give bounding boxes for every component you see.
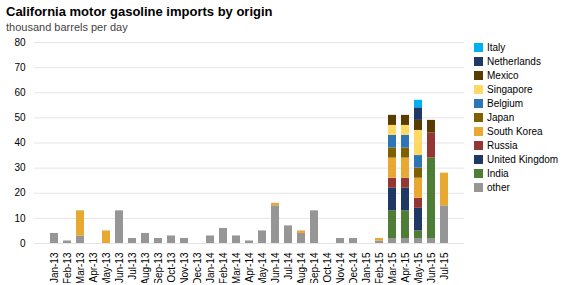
html-text:India: India	[487, 167, 509, 179]
svg-text:60: 60	[14, 87, 26, 98]
svg-text:Dec-13: Dec-13	[192, 252, 203, 283]
svg-text:Feb-14: Feb-14	[218, 252, 229, 283]
svg-text:Sep-13: Sep-13	[153, 252, 164, 283]
html-text:Russia: Russia	[487, 139, 518, 151]
svg-text:Jul-14: Jul-14	[283, 252, 294, 280]
svg-text:Apr-14: Apr-14	[244, 252, 255, 282]
svg-text:80: 80	[14, 37, 26, 48]
svg-text:Jun-15: Jun-15	[426, 252, 437, 283]
svg-text:Jan-14: Jan-14	[205, 252, 216, 283]
html-text:other: other	[487, 181, 510, 193]
html-text:Netherlands: Netherlands	[487, 55, 541, 67]
svg-text:Jun-13: Jun-13	[114, 252, 125, 283]
svg-text:50: 50	[14, 112, 26, 123]
html-text:Belgium: Belgium	[487, 97, 524, 109]
svg-text:10: 10	[14, 213, 26, 224]
svg-text:40: 40	[14, 137, 26, 148]
svg-text:Sep-14: Sep-14	[309, 252, 320, 283]
svg-text:Aug-13: Aug-13	[140, 252, 151, 283]
svg-text:May-13: May-13	[101, 252, 112, 283]
svg-text:Dec-14: Dec-14	[348, 252, 359, 283]
svg-text:May-15: May-15	[413, 252, 424, 283]
svg-text:Apr-15: Apr-15	[400, 252, 411, 282]
svg-text:0: 0	[20, 238, 26, 249]
svg-text:Jan-13: Jan-13	[49, 252, 60, 283]
svg-text:Nov-14: Nov-14	[335, 252, 346, 283]
svg-text:Oct-13: Oct-13	[166, 252, 177, 282]
svg-text:70: 70	[14, 62, 26, 73]
svg-text:Mar-13: Mar-13	[75, 252, 86, 283]
svg-text:Jul-13: Jul-13	[127, 252, 138, 280]
svg-text:Mar-14: Mar-14	[231, 252, 242, 283]
html-text:California motor gasoline impo: California motor gasoline imports by ori…	[6, 4, 273, 19]
svg-text:Feb-15: Feb-15	[374, 252, 385, 283]
svg-text:Nov-13: Nov-13	[179, 252, 190, 283]
html-text:Mexico: Mexico	[487, 69, 519, 81]
svg-text:Jan-15: Jan-15	[361, 252, 372, 283]
svg-text:Apr-13: Apr-13	[88, 252, 99, 282]
svg-text:Oct-14: Oct-14	[322, 252, 333, 282]
svg-text:Aug-14: Aug-14	[296, 252, 307, 283]
svg-text:Feb-13: Feb-13	[62, 252, 73, 283]
html-text:South Korea: South Korea	[487, 125, 543, 137]
html-text:Italy: Italy	[487, 41, 506, 53]
svg-text:Jul-15: Jul-15	[439, 252, 450, 280]
html-text:thousand barrels per day: thousand barrels per day	[6, 21, 128, 33]
html-text:United Kingdom: United Kingdom	[487, 153, 559, 165]
svg-text:May-14: May-14	[257, 252, 268, 283]
svg-text:30: 30	[14, 162, 26, 173]
svg-text:Mar-15: Mar-15	[387, 252, 398, 283]
svg-text:Jun-14: Jun-14	[270, 252, 281, 283]
svg-text:20: 20	[14, 187, 26, 198]
html-text:Singapore: Singapore	[487, 83, 533, 95]
html-text:Japan: Japan	[487, 111, 515, 123]
